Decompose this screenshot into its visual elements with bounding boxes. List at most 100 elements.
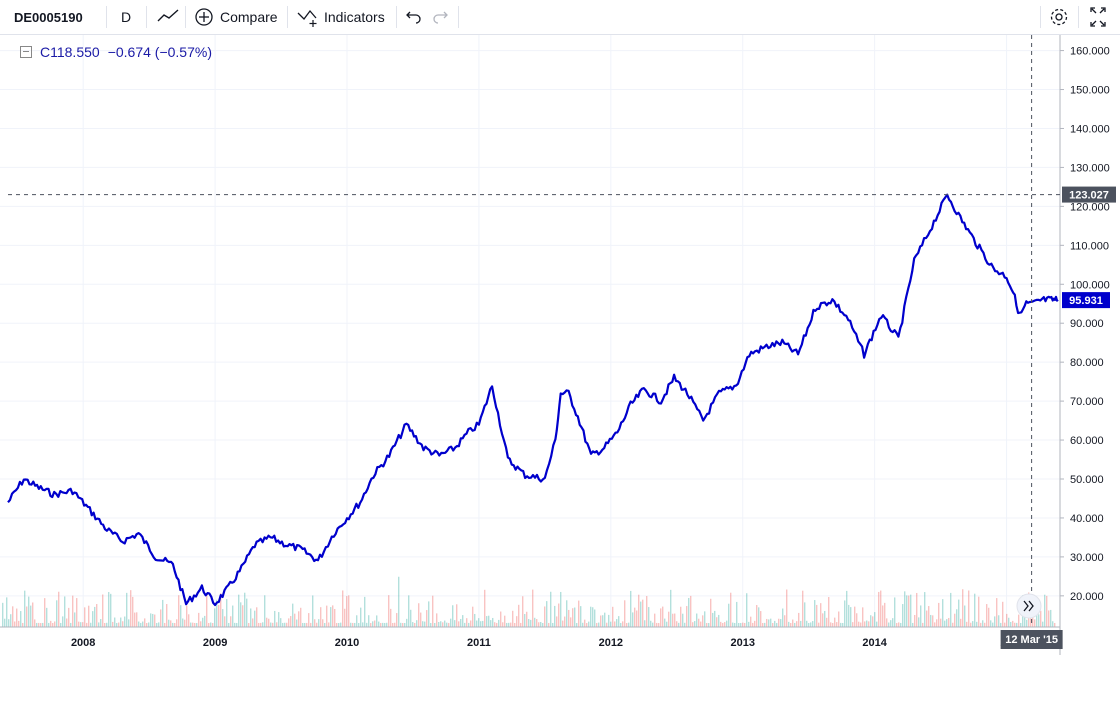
symbol-label[interactable]: DE0005190	[14, 9, 83, 25]
volume-bar	[146, 623, 148, 627]
indicators-label: Indicators	[324, 9, 385, 25]
volume-bar	[330, 607, 332, 627]
volume-bar	[532, 589, 534, 627]
settings-button[interactable]	[1048, 0, 1070, 34]
volume-bar	[552, 622, 554, 627]
toolbar-divider	[106, 6, 107, 28]
volume-bar	[178, 595, 180, 627]
volume-bar	[414, 622, 416, 627]
redo-icon	[433, 11, 448, 24]
volume-bar	[296, 619, 298, 627]
volume-bar	[386, 622, 388, 627]
volume-bar	[866, 620, 868, 627]
volume-bar	[144, 618, 146, 627]
volume-bar	[430, 622, 432, 627]
undo-icon	[406, 11, 421, 24]
volume-bar	[924, 592, 926, 627]
indicators-button[interactable]: Indicators	[296, 0, 385, 34]
volume-bar	[1002, 601, 1004, 627]
volume-bar	[776, 622, 778, 627]
volume-bar	[560, 591, 562, 627]
volume-bar	[982, 620, 984, 627]
volume-bar	[140, 622, 142, 627]
volume-bar	[94, 606, 96, 627]
volume-bar	[442, 622, 444, 627]
volume-bar	[498, 619, 500, 627]
volume-bar	[356, 615, 358, 627]
volume-bar	[164, 622, 166, 627]
volume-bar	[472, 606, 474, 627]
volume-bar	[84, 607, 86, 627]
volume-bar	[194, 622, 196, 627]
volume-bar	[822, 613, 824, 627]
volume-bar	[262, 622, 264, 627]
volume-bar	[466, 618, 468, 627]
interval-button[interactable]: D	[121, 9, 132, 25]
last-price-badge	[1062, 292, 1110, 309]
volume-bar	[122, 621, 124, 627]
volume-bar	[36, 622, 38, 627]
volume-bar	[48, 622, 50, 627]
volume-bar	[50, 620, 52, 627]
volume-bar	[890, 620, 892, 627]
volume-bar	[468, 622, 470, 627]
gear-icon	[1050, 8, 1068, 26]
last-price-label: 95.931	[1069, 295, 1103, 307]
volume-bar	[300, 607, 302, 627]
volume-bar	[298, 611, 300, 627]
volume-bar	[162, 599, 164, 627]
volume-bar	[760, 611, 762, 627]
scroll-to-realtime-button[interactable]	[1016, 593, 1042, 619]
volume-bar	[268, 618, 270, 627]
volume-bar	[818, 622, 820, 627]
volume-bar	[256, 607, 258, 627]
volume-bar	[540, 621, 542, 627]
toolbar-divider	[1040, 6, 1041, 28]
fullscreen-button[interactable]	[1088, 0, 1108, 34]
chart-style-button[interactable]	[156, 0, 180, 34]
volume-bar	[986, 604, 988, 627]
volume-bar	[978, 596, 980, 627]
volume-bar	[234, 622, 236, 627]
volume-bar	[614, 621, 616, 627]
volume-bar	[946, 619, 948, 627]
volume-bar	[664, 618, 666, 627]
volume-bar	[992, 622, 994, 627]
volume-bar	[1050, 609, 1052, 627]
volume-bar	[444, 620, 446, 627]
volume-bar	[240, 602, 242, 627]
volume-bar	[766, 618, 768, 627]
volume-bar	[390, 608, 392, 627]
volume-bar	[780, 619, 782, 627]
collapse-legend-icon[interactable]	[20, 46, 32, 58]
volume-bar	[304, 622, 306, 627]
volume-bar	[174, 622, 176, 627]
compare-button[interactable]: Compare	[194, 0, 278, 34]
volume-bar	[1026, 619, 1028, 627]
volume-bar	[158, 622, 160, 627]
volume-bar	[548, 622, 550, 627]
volume-bar	[54, 621, 56, 627]
volume-bar	[186, 605, 188, 627]
volume-bar	[1054, 622, 1056, 627]
volume-bar	[294, 613, 296, 627]
volume-bar	[570, 617, 572, 627]
undo-button[interactable]	[404, 0, 424, 34]
volume-bar	[942, 599, 944, 627]
volume-bar	[746, 593, 748, 627]
volume-bar	[310, 622, 312, 627]
volume-bar	[522, 596, 524, 627]
volume-bar	[772, 623, 774, 627]
y-tick-label: 50.000	[1070, 474, 1104, 486]
volume-bar	[656, 622, 658, 627]
volume-bar	[894, 597, 896, 627]
volume-bar	[360, 607, 362, 627]
volume-bar	[596, 622, 598, 627]
volume-bar	[594, 609, 596, 627]
volume-bar	[832, 623, 834, 627]
volume-bar	[828, 597, 830, 627]
volume-bar	[606, 622, 608, 627]
redo-button[interactable]	[430, 0, 450, 34]
x-tick-label: 2009	[203, 637, 227, 649]
